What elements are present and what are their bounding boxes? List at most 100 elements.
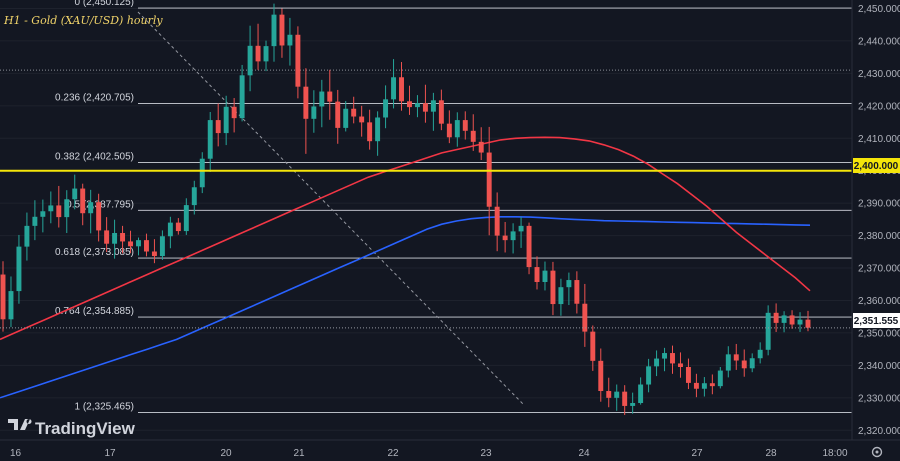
candle xyxy=(454,112,460,147)
candle xyxy=(709,374,715,395)
fib-level-label: 0.618 (2,373.085) xyxy=(55,247,134,258)
candle-body xyxy=(343,108,349,128)
candle xyxy=(120,225,126,254)
candle-body xyxy=(566,280,572,288)
candle xyxy=(8,276,14,328)
tradingview-logo[interactable]: TradingView xyxy=(8,419,136,438)
candle-body xyxy=(183,205,189,232)
candle xyxy=(550,261,556,316)
candle-body xyxy=(789,315,795,325)
y-tick-label: 2,320.000 xyxy=(858,426,900,437)
fib-levels: 0 (2,450.125) 0.236 (2,420.705) 0.382 (2,4… xyxy=(55,0,852,413)
y-tick-label: 2,430.000 xyxy=(858,69,900,80)
candle-body xyxy=(446,123,452,138)
y-tick-label: 2,360.000 xyxy=(858,296,900,307)
y-tick-label: 2,450.000 xyxy=(858,4,900,15)
candle xyxy=(462,111,468,140)
candle-body xyxy=(64,199,70,218)
candle-body xyxy=(391,77,397,100)
candle xyxy=(542,261,548,291)
fib-level-label: 0 (2,450.125) xyxy=(75,0,135,8)
candle xyxy=(446,110,452,144)
candle xyxy=(606,377,612,408)
candle-body xyxy=(327,91,333,102)
candle-body xyxy=(151,251,157,257)
candle-body xyxy=(558,287,564,305)
candle xyxy=(199,152,205,194)
ma-slow-line xyxy=(0,216,811,399)
horizontal-level-tag-text: 2,400.000 xyxy=(854,161,899,172)
candle xyxy=(582,283,588,347)
candle-body xyxy=(32,216,38,226)
fib-level-label: 0.764 (2,354.885) xyxy=(55,306,134,317)
candle xyxy=(191,180,197,215)
candle xyxy=(24,212,30,261)
candle xyxy=(701,377,707,397)
candle xyxy=(598,348,604,402)
x-axis-ticks: 16 17 20 21 22 23 24 27 28 18:00 xyxy=(10,448,848,459)
x-tick-label: 22 xyxy=(387,448,399,459)
candle xyxy=(128,230,133,254)
candle-body xyxy=(56,205,62,218)
candle xyxy=(279,8,285,58)
candle-body xyxy=(159,236,165,257)
candle xyxy=(327,69,333,120)
y-tick-label: 2,380.000 xyxy=(858,231,900,242)
candle xyxy=(104,217,110,253)
candle xyxy=(662,347,668,372)
y-tick-label: 2,410.000 xyxy=(858,134,900,145)
candle xyxy=(239,64,245,122)
candle xyxy=(781,311,787,333)
candle xyxy=(693,373,699,398)
candle-body xyxy=(717,370,723,387)
candle xyxy=(56,185,62,228)
candle xyxy=(375,111,381,156)
candle xyxy=(215,103,221,147)
last-price-tag xyxy=(853,313,900,328)
candle xyxy=(717,367,723,389)
candle xyxy=(80,183,86,226)
candle-body xyxy=(295,34,301,87)
candle-body xyxy=(590,331,596,361)
candle-body xyxy=(646,366,652,385)
right-axis-panel[interactable] xyxy=(852,0,900,440)
candle-body xyxy=(72,188,78,200)
candle xyxy=(231,98,237,133)
candle-body xyxy=(263,46,269,62)
candle-body xyxy=(494,206,500,236)
candle xyxy=(112,219,118,259)
candle xyxy=(223,95,229,146)
y-tick-label: 2,420.000 xyxy=(858,101,900,112)
candle-body xyxy=(574,280,580,304)
candle-body xyxy=(709,383,715,387)
candle-body xyxy=(175,222,181,232)
candle xyxy=(725,346,731,378)
candle-body xyxy=(199,158,205,188)
candle xyxy=(638,377,644,405)
candle-body xyxy=(662,353,668,359)
x-tick-label: 18:00 xyxy=(822,448,847,459)
settings-icon[interactable] xyxy=(871,446,883,458)
candle xyxy=(486,126,492,236)
y-tick-label: 2,370.000 xyxy=(858,264,900,275)
candle xyxy=(407,85,412,115)
candle xyxy=(430,92,436,131)
candle-body xyxy=(120,233,126,242)
candle xyxy=(159,230,165,260)
candle-body xyxy=(215,120,221,134)
candle-body xyxy=(654,358,660,367)
candle xyxy=(88,189,94,234)
candle-body xyxy=(104,230,110,244)
candle-body xyxy=(678,363,683,367)
candle-body xyxy=(367,122,373,142)
candle-body xyxy=(582,303,588,332)
candle xyxy=(494,192,500,252)
x-tick-label: 27 xyxy=(691,448,703,459)
x-tick-label: 28 xyxy=(765,448,777,459)
candle xyxy=(670,345,675,374)
candles xyxy=(0,3,811,416)
candle xyxy=(383,85,389,129)
candle xyxy=(733,343,739,370)
